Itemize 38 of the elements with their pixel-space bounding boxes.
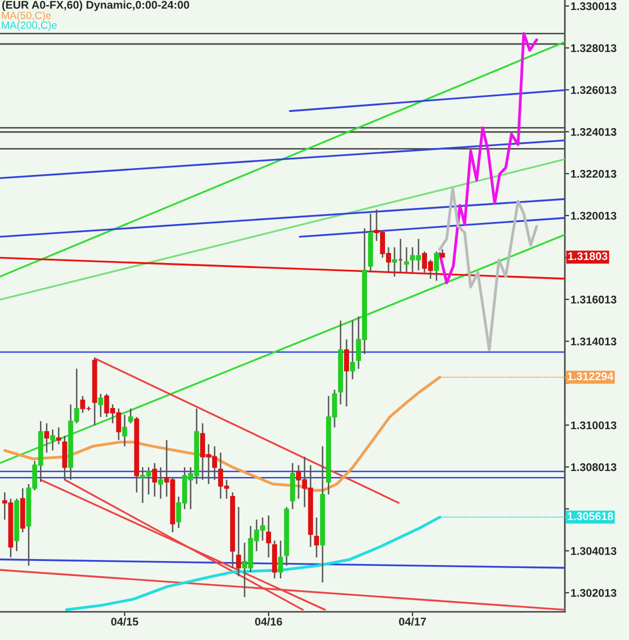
annotation: 1.31803 bbox=[568, 252, 608, 260]
candlestick bbox=[44, 422, 50, 454]
candlestick bbox=[278, 540, 284, 580]
x-tick-label: 04/15 bbox=[111, 617, 138, 626]
y-tick-label: 1.308013 bbox=[571, 463, 616, 472]
candlestick bbox=[152, 462, 158, 498]
candlestick bbox=[50, 428, 56, 452]
y-tick-label: 1.330013 bbox=[571, 2, 616, 10]
annotation: 1.305618 bbox=[568, 512, 614, 520]
x-tick-label: 04/16 bbox=[255, 617, 282, 626]
candlestick bbox=[434, 250, 439, 282]
candlestick bbox=[404, 246, 409, 274]
y-tick-label: 1.324013 bbox=[571, 128, 616, 136]
candlestick bbox=[98, 393, 104, 418]
candlestick bbox=[122, 414, 128, 448]
y-tick-label: 1.314013 bbox=[571, 338, 616, 346]
annotation: 1.312294 bbox=[568, 372, 614, 380]
y-tick-label: 1.304013 bbox=[571, 547, 616, 555]
y-tick-label: 1.316013 bbox=[571, 296, 616, 304]
candlestick bbox=[128, 408, 134, 424]
chart-title: (EUR A0-FX,60) Dynamic,0:00-24:00 bbox=[2, 0, 190, 11]
candlestick bbox=[236, 506, 242, 577]
y-tick-label: 1.326013 bbox=[571, 86, 616, 94]
candlestick bbox=[314, 516, 320, 558]
candlestick bbox=[344, 338, 350, 408]
candlestick bbox=[392, 246, 397, 278]
y-tick-label: 1.328013 bbox=[571, 44, 616, 52]
y-tick-label: 1.302013 bbox=[571, 588, 616, 597]
candlestick bbox=[158, 466, 164, 500]
candlestick bbox=[56, 426, 62, 445]
text: MA(200,C)e bbox=[2, 21, 57, 31]
y-tick-label: 1.320013 bbox=[571, 212, 616, 220]
text: MA(50,C)e bbox=[2, 11, 51, 22]
candlestick bbox=[266, 514, 272, 558]
x-tick-label: 04/17 bbox=[399, 617, 426, 626]
y-tick-label: 1.322013 bbox=[571, 170, 616, 178]
y-tick-label: 1.310013 bbox=[571, 421, 616, 430]
candlestick bbox=[350, 320, 356, 380]
